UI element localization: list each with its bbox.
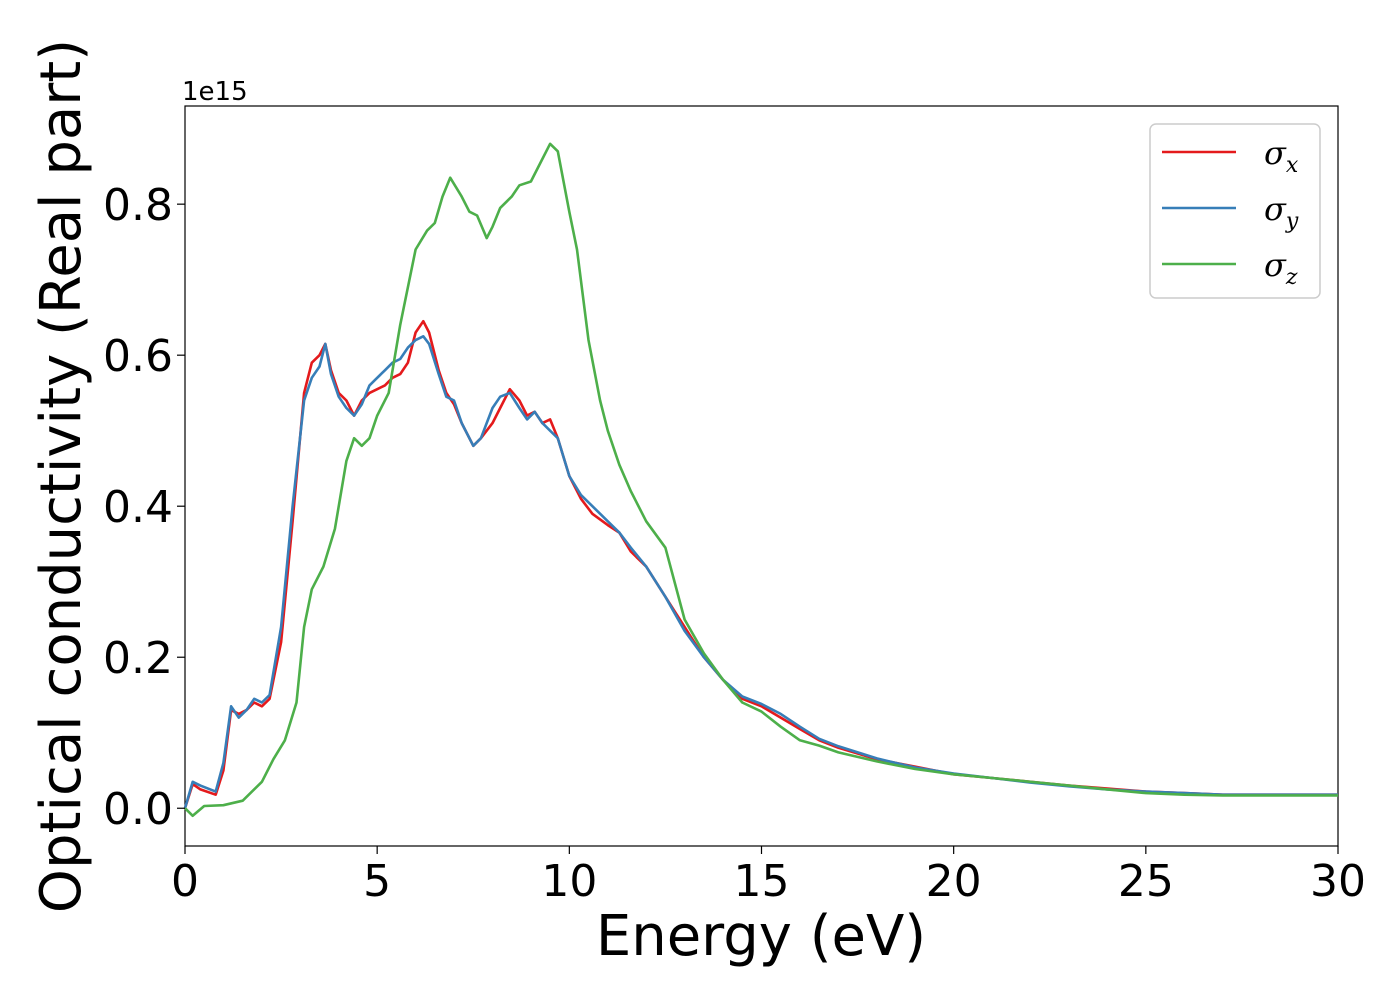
legend-label-subscript: z <box>1285 265 1298 290</box>
y-axis-title: Optical conductivity (Real part) <box>29 39 94 913</box>
x-tick-label: 25 <box>1118 856 1174 907</box>
x-tick-label: 15 <box>734 856 790 907</box>
legend-label-y: σy <box>1264 190 1299 234</box>
series-line-y <box>183 335 1338 809</box>
legend-label-base: σ <box>1264 190 1287 228</box>
legend-label-base: σ <box>1264 246 1287 284</box>
y-tick-label: 0.2 <box>103 633 173 684</box>
legend-label-subscript: y <box>1285 209 1299 234</box>
series-layer <box>183 142 1338 818</box>
series-line-x <box>183 319 1338 809</box>
plot-area: 0 5 10 15 20 25 30 0.0 0.2 0.4 0.6 0.8 <box>103 105 1366 907</box>
legend-box <box>1149 123 1321 299</box>
y-offset-label: 1e15 <box>182 77 248 107</box>
y-tick-label: 0.4 <box>103 482 173 533</box>
y-tick-label: 0.8 <box>103 180 173 231</box>
y-tick-label: 0.6 <box>103 331 173 382</box>
legend-label-subscript: x <box>1286 153 1299 178</box>
x-tick-label: 20 <box>926 856 982 907</box>
x-tick-label: 30 <box>1310 856 1366 907</box>
y-axis-ticks: 0.0 0.2 0.4 0.6 0.8 <box>103 180 185 835</box>
legend-label-z: σz <box>1264 246 1298 290</box>
x-tick-label: 10 <box>541 856 597 907</box>
x-axis-title: Energy (eV) <box>596 904 926 969</box>
x-tick-label: 5 <box>363 856 391 907</box>
series-line-z <box>184 142 1338 818</box>
legend-label-x: σx <box>1264 134 1299 178</box>
x-tick-label: 0 <box>171 856 199 907</box>
x-axis-ticks: 0 5 10 15 20 25 30 <box>171 846 1366 907</box>
legend-label-base: σ <box>1264 134 1287 172</box>
y-tick-label: 0.0 <box>103 784 173 835</box>
